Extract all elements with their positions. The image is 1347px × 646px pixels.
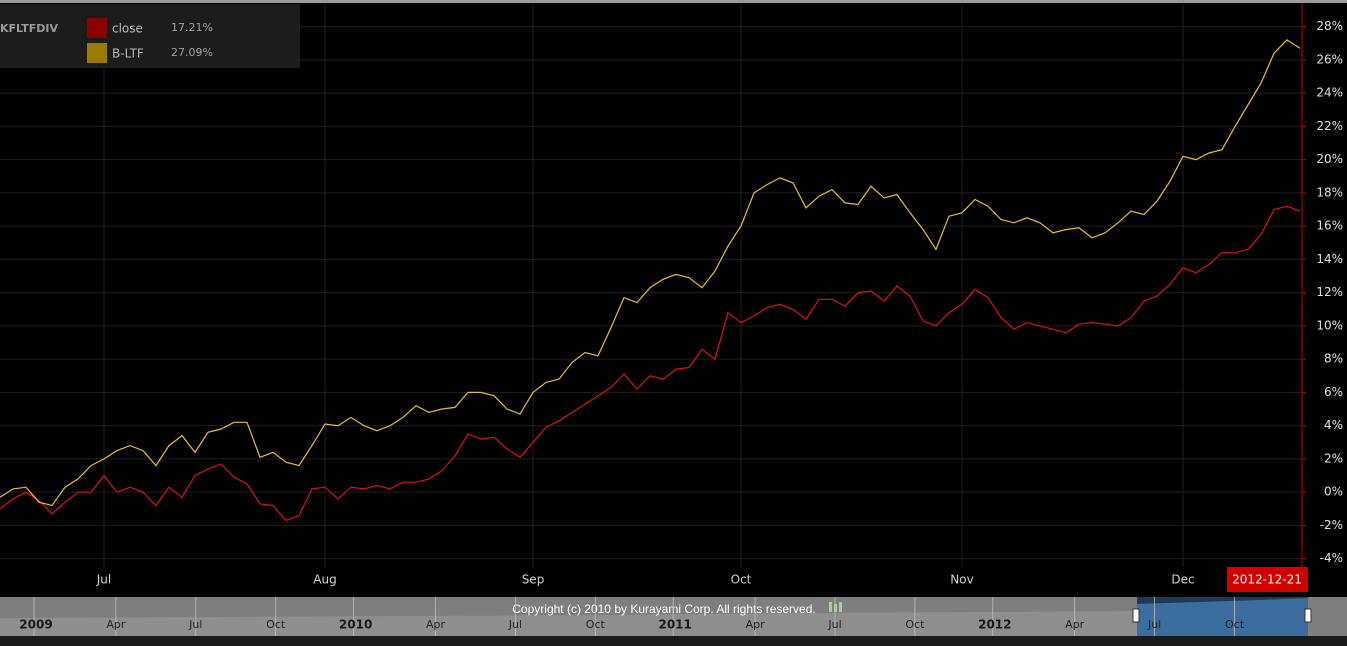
navigator-label: Jul — [1147, 618, 1161, 631]
x-tick-label: Sep — [522, 573, 545, 587]
navigator-label: 2009 — [19, 618, 52, 632]
y-tick-label: 14% — [1316, 252, 1343, 266]
top-border — [0, 0, 1347, 3]
axes: -4% -2% 0% 2% 4% 6% 8% 10% 12% 14% 16% 18% 20% 22% 24%… — [96, 19, 1343, 586]
y-tick-label: 24% — [1316, 86, 1343, 100]
y-tick-label: 28% — [1316, 19, 1343, 33]
navigator: Copyright (c) 2010 by Kurayami Corp. All… — [0, 597, 1347, 636]
y-tick-label: 12% — [1316, 285, 1343, 299]
navigator-label: Jul — [188, 618, 202, 631]
grid — [0, 5, 1302, 567]
legend: close 17.21% B-LTF 27.09% — [87, 18, 213, 63]
navigator-handle[interactable] — [1132, 608, 1140, 623]
navigator-label: Apr — [746, 618, 766, 631]
legend-title: KFLTFDIV — [0, 22, 58, 35]
x-tick-label: Aug — [313, 573, 336, 587]
navigator-label: 2011 — [658, 618, 691, 632]
legend-swatch — [87, 18, 107, 38]
navigator-label: Oct — [905, 618, 925, 631]
y-tick-label: 4% — [1324, 418, 1343, 432]
navigator-label: Oct — [1225, 618, 1245, 631]
y-tick-label: 0% — [1324, 485, 1343, 499]
y-tick-label: 20% — [1316, 152, 1343, 166]
y-tick-label: -2% — [1320, 518, 1343, 532]
y-tick-label: 8% — [1324, 352, 1343, 366]
y-tick-label: 22% — [1316, 119, 1343, 133]
navigator-label: Jul — [508, 618, 522, 631]
y-tick-label: 26% — [1316, 52, 1343, 66]
x-tick-label: Oct — [731, 573, 752, 587]
y-tick-label: 6% — [1324, 385, 1343, 399]
legend-value: 17.21% — [171, 21, 213, 34]
navigator-label: Apr — [426, 618, 446, 631]
bottom-bar — [0, 636, 1347, 646]
navigator-label: Apr — [106, 618, 126, 631]
nav-icon — [829, 602, 832, 612]
y-tick-label: 10% — [1316, 318, 1343, 332]
legend-box — [0, 4, 300, 68]
x-tick-label: Nov — [950, 573, 973, 587]
series-line — [0, 205, 1301, 522]
y-tick-label: -4% — [1320, 551, 1343, 565]
copyright: Copyright (c) 2010 by Kurayami Corp. All… — [512, 602, 815, 616]
navigator-area — [0, 611, 1137, 636]
legend-value: 27.09% — [171, 46, 213, 59]
navigator-label: Oct — [586, 618, 606, 631]
navigator-range-area — [1137, 598, 1308, 636]
legend-swatch — [87, 43, 107, 63]
legend-label: B-LTF — [112, 47, 144, 61]
x-tick-label: Dec — [1171, 573, 1194, 587]
cursor-label: 2012-12-21 — [1232, 573, 1302, 587]
series-line — [0, 39, 1301, 507]
cursor-box — [1227, 567, 1308, 592]
y-tick-label: 16% — [1316, 219, 1343, 233]
y-tick-label: 2% — [1324, 451, 1343, 465]
navigator-label: Oct — [266, 618, 286, 631]
navigator-label: 2012 — [978, 618, 1011, 632]
navigator-handle[interactable] — [1304, 608, 1312, 623]
navigator-label: Jul — [827, 618, 841, 631]
plot — [0, 39, 1301, 522]
y-tick-label: 18% — [1316, 185, 1343, 199]
nav-icon — [834, 604, 837, 612]
navigator-label: 2010 — [339, 618, 372, 632]
legend-label: close — [112, 22, 143, 36]
navigator-label: Apr — [1065, 618, 1085, 631]
x-tick-label: Jul — [96, 573, 111, 587]
nav-icon — [839, 602, 842, 612]
